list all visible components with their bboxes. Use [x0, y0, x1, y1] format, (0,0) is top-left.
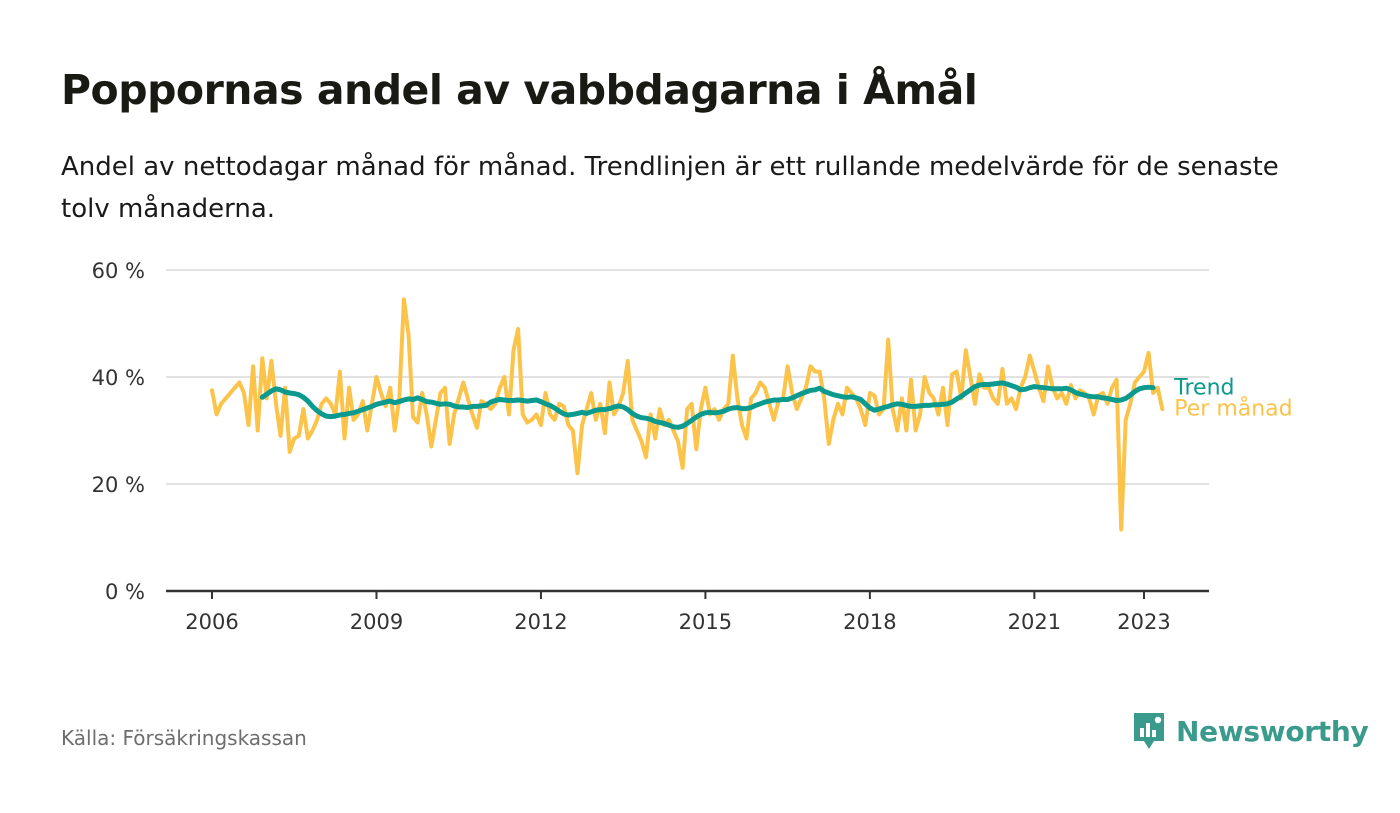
- chart-subtitle: Andel av nettodagar månad för månad. Tre…: [61, 152, 1279, 224]
- x-tick-label: 2015: [679, 610, 732, 634]
- y-tick-label: 40 %: [92, 366, 145, 390]
- x-tick-label: 2006: [185, 610, 238, 634]
- x-tick-label: 2009: [350, 610, 403, 634]
- brand-name: Newsworthy: [1176, 714, 1369, 748]
- x-tick-label: 2021: [1008, 610, 1061, 634]
- trend-line: [259, 380, 1156, 430]
- series-label: Per månad: [1174, 396, 1292, 422]
- x-tick-label: 2012: [514, 610, 567, 634]
- monthly-line: [210, 297, 1165, 532]
- y-tick-label: 20 %: [92, 473, 145, 497]
- x-tick-label: 2018: [843, 610, 896, 634]
- chart-title: Poppornas andel av vabbdagarna i Åmål: [61, 66, 978, 114]
- y-tick-label: 60 %: [92, 259, 145, 283]
- source-note: Källa: Försäkringskassan: [61, 726, 307, 750]
- x-tick-label: 2023: [1117, 610, 1170, 634]
- y-tick-label: 0 %: [105, 580, 145, 604]
- brand[interactable]: Newsworthy: [1132, 711, 1369, 751]
- line-chart: 0 % 20 % 40 % 60 % 2006 2009 2012 2015 2018 2021 2…: [92, 259, 1293, 634]
- series-label: Trend: [1173, 376, 1234, 401]
- newsworthy-logo-icon: [1134, 713, 1164, 749]
